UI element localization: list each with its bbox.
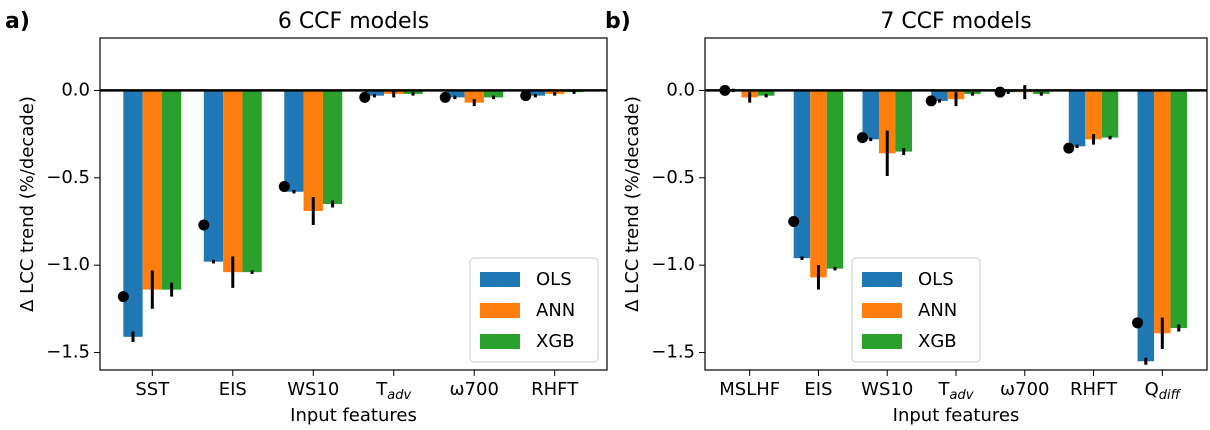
x-tick-label: Tadv (938, 379, 974, 403)
panel-title: 6 CCF models (278, 9, 429, 34)
x-tick-label-base: T (375, 379, 388, 400)
bar (284, 90, 304, 192)
dot (117, 291, 129, 303)
dot (856, 132, 868, 144)
bar (123, 90, 143, 337)
legend-label: ANN (918, 300, 957, 321)
bar (895, 90, 912, 152)
y-tick-label: −0.5 (46, 167, 90, 188)
legend-label: OLS (536, 269, 572, 290)
bar (223, 90, 243, 273)
bar (1154, 90, 1171, 334)
legend-swatch (480, 272, 520, 287)
axes-frame (99, 37, 608, 371)
bar (862, 90, 879, 140)
y-axis-label: Δ LCC trend (%/decade) (17, 96, 38, 312)
x-tick-label: ω700 (1000, 379, 1049, 400)
bar (445, 90, 465, 98)
bar (364, 90, 385, 96)
bar (1137, 90, 1155, 362)
bar (161, 90, 182, 290)
panel: a) 6 CCF models Δ LCC trend (%/decade) Inpu… (5, 9, 608, 426)
dot (198, 219, 210, 231)
x-tick-label: EIS (804, 379, 832, 400)
dot (1063, 142, 1075, 154)
panel-label: b) (605, 9, 631, 34)
axes-frame (704, 37, 1208, 371)
x-tick-label: EIS (219, 379, 247, 400)
x-tick-label-base: Q (1145, 379, 1159, 400)
legend-label: ANN (536, 300, 575, 321)
x-tick-label: MSLHF (719, 379, 780, 400)
x-tick-label: SST (135, 379, 170, 400)
bar (1068, 90, 1086, 147)
bar (303, 90, 323, 211)
y-tick-label: −1.5 (46, 342, 90, 363)
dot (925, 95, 937, 107)
bar (142, 90, 162, 290)
bar (525, 90, 546, 96)
x-axis-label: Input features (290, 405, 417, 426)
dot (1132, 317, 1144, 329)
x-axis-label: Input features (893, 405, 1020, 426)
x-tick-label: RHFT (1070, 379, 1118, 400)
dot (439, 91, 451, 103)
bar (878, 90, 896, 154)
dot (359, 91, 371, 103)
bar (826, 90, 844, 269)
x-tick-label-sub: adv (950, 388, 974, 403)
bar (483, 90, 504, 98)
y-tick-label: −1.0 (651, 254, 695, 275)
x-tick-label: Tadv (375, 379, 411, 403)
x-tick-label: ω700 (449, 379, 498, 400)
bar (1170, 90, 1188, 329)
x-tick-label: RHFT (531, 379, 579, 400)
panel-label: a) (5, 9, 30, 34)
bar (242, 90, 262, 273)
bar (322, 90, 343, 204)
x-tick-label-base: T (938, 379, 951, 400)
panel: b) 7 CCF models Δ LCC trend (%/decade) Inpu… (605, 9, 1208, 426)
legend-swatch (480, 303, 520, 318)
legend-label: XGB (918, 331, 957, 352)
y-tick-label: 0.0 (666, 79, 695, 100)
bar (757, 90, 775, 96)
x-tick-label: Qdiff (1145, 379, 1182, 403)
x-tick-label: WS10 (287, 379, 339, 400)
legend-swatch (862, 272, 902, 287)
legend-label: XGB (536, 331, 575, 352)
dot (994, 86, 1006, 98)
y-axis-label: Δ LCC trend (%/decade) (622, 96, 643, 312)
panel-title: 7 CCF models (880, 9, 1031, 34)
dot (520, 90, 532, 102)
y-tick-label: −1.5 (651, 342, 695, 363)
bar (203, 90, 224, 262)
x-tick-label: WS10 (861, 379, 913, 400)
bar (1101, 90, 1119, 138)
legend-swatch (862, 334, 902, 349)
bar (931, 90, 948, 101)
y-tick-label: −0.5 (651, 167, 695, 188)
legend-label: OLS (918, 269, 954, 290)
x-tick-label-sub: adv (387, 388, 411, 403)
x-tick-label-sub: diff (1159, 388, 1182, 403)
dot (788, 215, 800, 227)
bar (1085, 90, 1102, 140)
y-tick-label: 0.0 (61, 79, 90, 100)
dot (278, 181, 290, 193)
bar (464, 90, 484, 103)
bar (810, 90, 827, 278)
y-tick-label: −1.0 (46, 254, 90, 275)
legend-swatch (480, 334, 520, 349)
legend-swatch (862, 303, 902, 318)
bar (793, 90, 811, 259)
dot (719, 84, 731, 96)
